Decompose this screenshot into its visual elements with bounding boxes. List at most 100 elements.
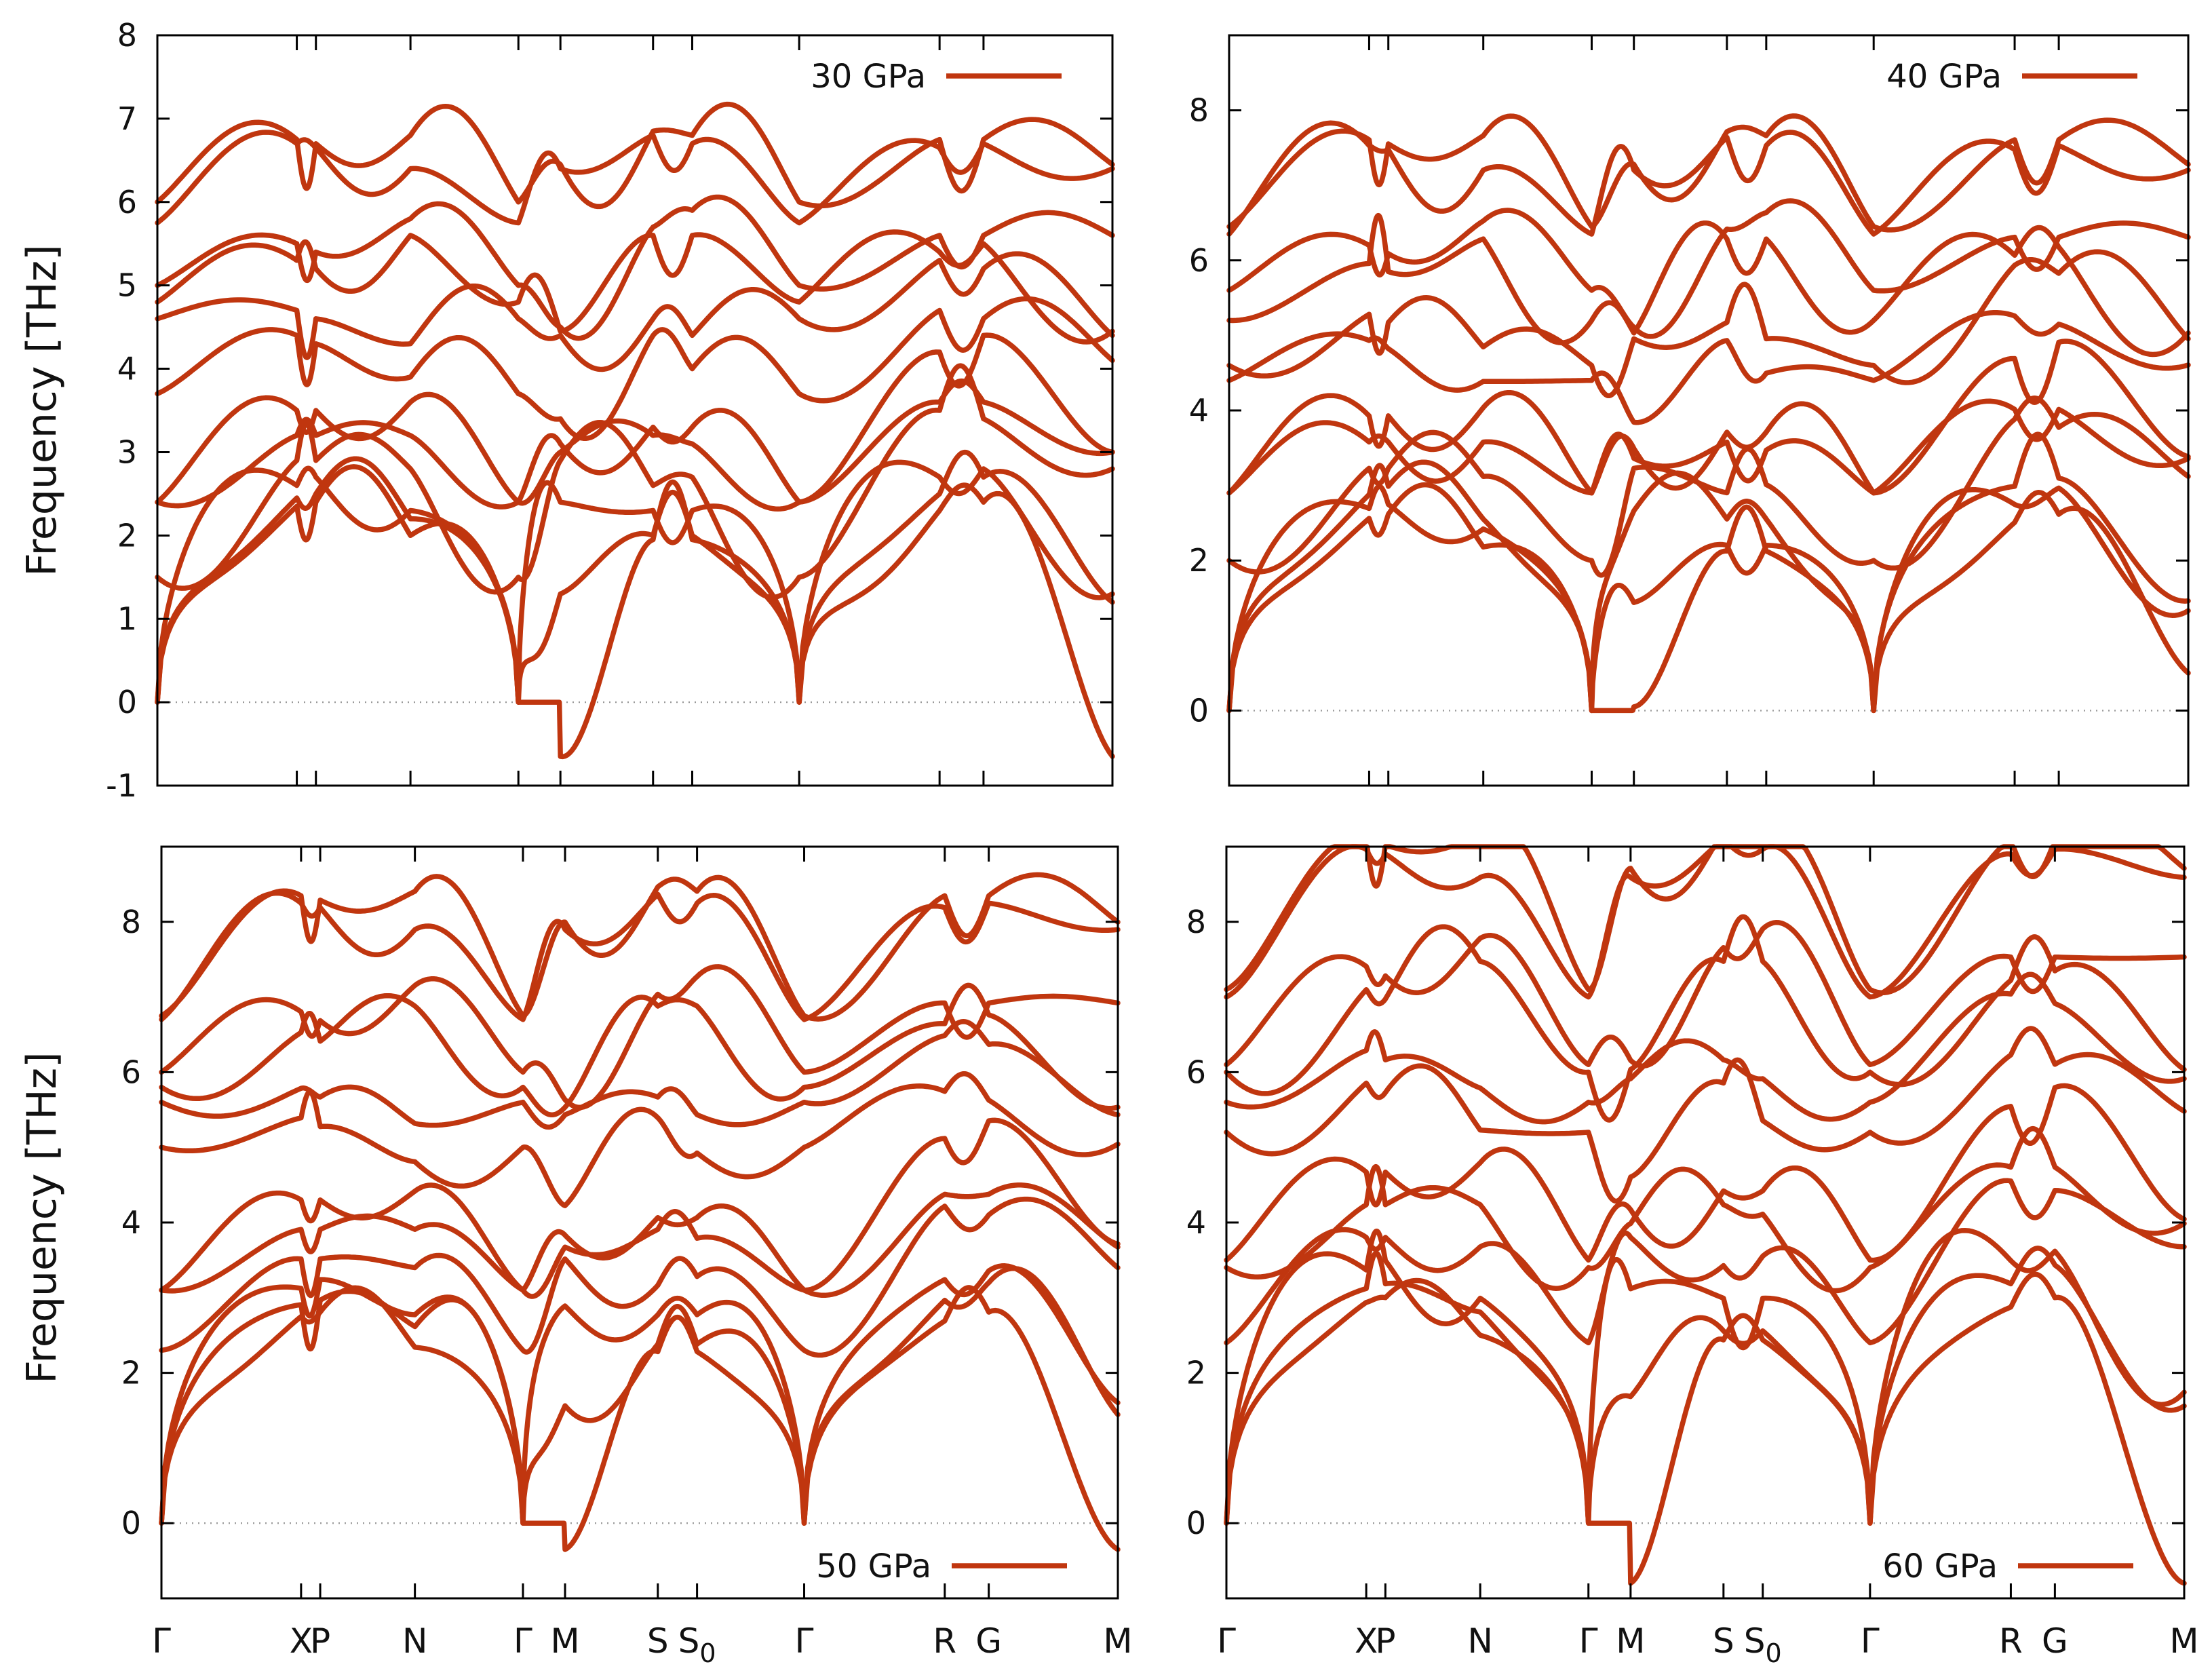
panel-40-gpa-band-4 bbox=[1226, 396, 2191, 578]
panel-60-gpa-ytick-label: 8 bbox=[1186, 904, 1206, 940]
panel-40-gpa-band-2 bbox=[1226, 484, 2191, 714]
panel-50-gpa-band-4 bbox=[159, 1196, 1121, 1358]
panel-60-gpa-xtick-label: Γ bbox=[1217, 1621, 1236, 1661]
panel-40-gpa-ytick-label: 4 bbox=[1189, 392, 1209, 429]
panel-60-gpa-xtick-label: X bbox=[1355, 1621, 1378, 1661]
panel-40-gpa-band-8 bbox=[1226, 249, 2191, 399]
panel-50-gpa-band-3 bbox=[159, 1263, 1121, 1526]
panel-60-gpa-band-12 bbox=[1224, 844, 2187, 996]
panel-30-gpa-ytick-label: 4 bbox=[117, 351, 137, 387]
panel-60-gpa-xtick-label: Γ bbox=[1579, 1621, 1598, 1661]
panel-30-gpa-band-3 bbox=[155, 459, 1115, 705]
panel-40-gpa-ytick-label: 2 bbox=[1189, 542, 1209, 579]
panel-60-gpa-xtick-label: R bbox=[1999, 1621, 2023, 1661]
panel-50-gpa-xtick-label: Γ bbox=[152, 1621, 171, 1661]
panel-40-gpa-band-12 bbox=[1226, 113, 2191, 233]
panel-60-gpa-ytick-label: 6 bbox=[1186, 1054, 1206, 1090]
panel-60-gpa-band-9 bbox=[1224, 914, 2187, 1123]
panel-40-gpa-ytick-label: 0 bbox=[1189, 692, 1209, 729]
panel-60-gpa-xtick-label: S0 bbox=[1744, 1621, 1782, 1668]
panel-30-gpa-legend-label: 30 GPa bbox=[811, 58, 926, 96]
panel-60-gpa-band-7 bbox=[1224, 1026, 2187, 1204]
panel-50-gpa-xtick-label: M bbox=[550, 1621, 579, 1661]
panel-50-gpa-band-7 bbox=[159, 1071, 1121, 1208]
panel-60-gpa-band-6 bbox=[1224, 1083, 2187, 1263]
panel-50-gpa-band-5 bbox=[159, 1182, 1121, 1299]
panel-60-gpa-xtick-label: S bbox=[1713, 1621, 1734, 1661]
panel-30-gpa-ytick-label: 7 bbox=[117, 100, 137, 137]
panel-30-gpa-band-12 bbox=[155, 101, 1115, 210]
panel-50-gpa-band-10 bbox=[159, 964, 1121, 1111]
panel-50-gpa-ytick-label: 6 bbox=[121, 1054, 141, 1090]
panel-30-gpa-ytick-label: 8 bbox=[117, 17, 137, 54]
panel-30-gpa-ytick-label: -1 bbox=[106, 767, 137, 804]
panel-60-gpa-xtick-label: Γ bbox=[1861, 1621, 1880, 1661]
panel-50-gpa-legend: 50 GPa bbox=[816, 1547, 1067, 1585]
panel-60-gpa-xtick-label: M bbox=[2169, 1621, 2198, 1661]
panel-30-gpa-band-7 bbox=[155, 296, 1115, 442]
panel-60-gpa-band-8 bbox=[1224, 971, 2187, 1125]
panel-50-gpa-xtick-label: M bbox=[1103, 1621, 1132, 1661]
panel-50-gpa-ytick-label: 8 bbox=[121, 904, 141, 940]
panel-50-gpa-xtick-label: X bbox=[290, 1621, 313, 1661]
panel-50-gpa-xtick-label: R bbox=[933, 1621, 956, 1661]
panel-50-gpa-ytick-label: 2 bbox=[121, 1355, 141, 1391]
panel-50-gpa-ytick-label: 4 bbox=[121, 1204, 141, 1241]
panel-40-gpa: 0 2 4 6 8 40 GPa bbox=[1189, 34, 2191, 787]
panel-40-gpa-band-9 bbox=[1226, 212, 2191, 358]
panel-60-gpa-band-2 bbox=[1224, 1246, 2187, 1526]
panel-50-gpa-xtick-label: S bbox=[647, 1621, 669, 1661]
panel-30-gpa-y-axis-label: Frequency [THz] bbox=[18, 244, 66, 576]
panel-40-gpa-plot-area: 0 2 4 6 8 bbox=[1189, 34, 2191, 787]
panel-60-gpa-ytick-label: 0 bbox=[1186, 1505, 1206, 1541]
panel-40-gpa-band-6 bbox=[1226, 339, 2191, 496]
panel-30-gpa-plot-area: -1 0 1 2 3 4 5 6 7 8 bbox=[106, 17, 1115, 804]
panel-60-gpa-legend-label: 60 GPa bbox=[1882, 1547, 1998, 1585]
panel-50-gpa-band-8 bbox=[159, 1019, 1121, 1130]
panel-30-gpa-band-8 bbox=[155, 251, 1115, 372]
panel-60-gpa-xtick-label: P bbox=[1375, 1621, 1395, 1661]
panel-40-gpa-ytick-label: 6 bbox=[1189, 242, 1209, 279]
panel-30-gpa: Frequency [THz] -1 0 1 2 3 4 5 6 7 8 30 GPa bbox=[18, 17, 1115, 804]
panel-60-gpa-band-1 bbox=[1224, 1271, 2187, 1586]
panel-60-gpa-xtick-label: M bbox=[1616, 1621, 1645, 1661]
panel-50-gpa-band-12 bbox=[159, 872, 1121, 1022]
panel-30-gpa-ytick-label: 2 bbox=[117, 517, 137, 554]
panel-30-gpa-band-1 bbox=[155, 464, 1115, 760]
panel-50-gpa-xtick-label: Γ bbox=[795, 1621, 814, 1661]
panel-30-gpa-ytick-label: 5 bbox=[117, 267, 137, 304]
panel-40-gpa-band-10 bbox=[1226, 198, 2191, 339]
panel-60-gpa-ytick-label: 2 bbox=[1186, 1355, 1206, 1391]
panel-30-gpa-legend: 30 GPa bbox=[811, 58, 1062, 96]
panel-50-gpa-xtick-label: G bbox=[975, 1621, 1002, 1661]
panel-60-gpa-xtick-label: G bbox=[2042, 1621, 2068, 1661]
panel-30-gpa-band-10 bbox=[155, 194, 1115, 341]
panel-30-gpa-ytick-label: 6 bbox=[117, 184, 137, 220]
panel-60-gpa-band-4 bbox=[1224, 1178, 2187, 1346]
panel-40-gpa-legend-label: 40 GPa bbox=[1886, 58, 2002, 96]
panel-30-gpa-ytick-label: 1 bbox=[117, 600, 137, 637]
panel-50-gpa-xtick-label: Γ bbox=[513, 1621, 532, 1661]
panel-50-gpa-xtick-label: N bbox=[402, 1621, 427, 1661]
panel-50-gpa-ytick-label: 0 bbox=[121, 1505, 141, 1541]
panel-30-gpa-band-2 bbox=[155, 449, 1115, 705]
panel-50-gpa-xtick-label: S0 bbox=[678, 1621, 716, 1668]
panel-60-gpa-ytick-label: 4 bbox=[1186, 1204, 1206, 1241]
panel-50-gpa-legend-label: 50 GPa bbox=[816, 1547, 931, 1585]
panel-50-gpa-band-6 bbox=[159, 1117, 1121, 1293]
panel-50-gpa-xtick-label: P bbox=[310, 1621, 330, 1661]
panel-30-gpa-frame bbox=[156, 34, 1114, 787]
panel-50-gpa-band-2 bbox=[159, 1265, 1121, 1526]
panel-30-gpa-ytick-label: 0 bbox=[117, 684, 137, 720]
panel-40-gpa-ytick-label: 8 bbox=[1189, 92, 1209, 129]
panel-50-gpa-y-axis-label: Frequency [THz] bbox=[18, 1052, 66, 1383]
panel-30-gpa-band-6 bbox=[155, 332, 1115, 505]
panel-40-gpa-legend: 40 GPa bbox=[1886, 58, 2137, 96]
panel-60-gpa-legend: 60 GPa bbox=[1882, 1547, 2133, 1585]
panel-60-gpa-band-10 bbox=[1224, 919, 2187, 1068]
